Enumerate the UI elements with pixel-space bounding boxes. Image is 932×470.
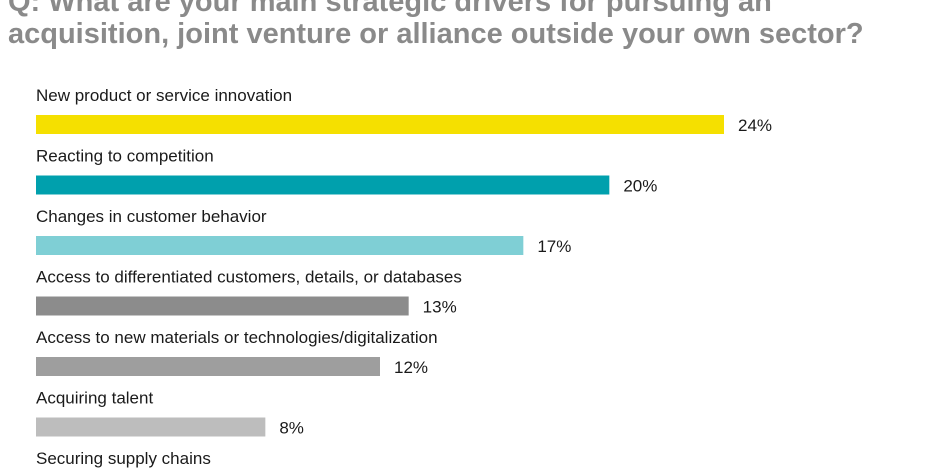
chart-title-line1: Q: What are your main strategic drivers … [8,0,772,18]
bar [36,296,409,316]
category-label: Changes in customer behavior [36,207,267,226]
bar [36,417,266,437]
category-label: Access to new materials or technologies/… [36,328,438,347]
value-label: 24% [738,116,772,135]
category-label: Reacting to competition [36,147,214,166]
bar [36,115,724,134]
value-label: 17% [537,237,571,256]
category-label: New product or service innovation [36,86,292,105]
value-label: 20% [623,177,657,196]
chart-title-line2: acquisition, joint venture or alliance o… [8,18,864,50]
category-label: Acquiring talent [36,389,153,408]
bar [36,357,380,376]
bar [36,175,610,195]
category-label: Access to differentiated customers, deta… [36,268,462,287]
value-label: 8% [279,419,304,438]
value-label: 13% [423,298,457,317]
value-label: 12% [394,358,428,377]
category-label: Securing supply chains [36,449,211,468]
chart-title: Q: What are your main strategic drivers … [8,0,928,50]
bar [36,236,524,255]
